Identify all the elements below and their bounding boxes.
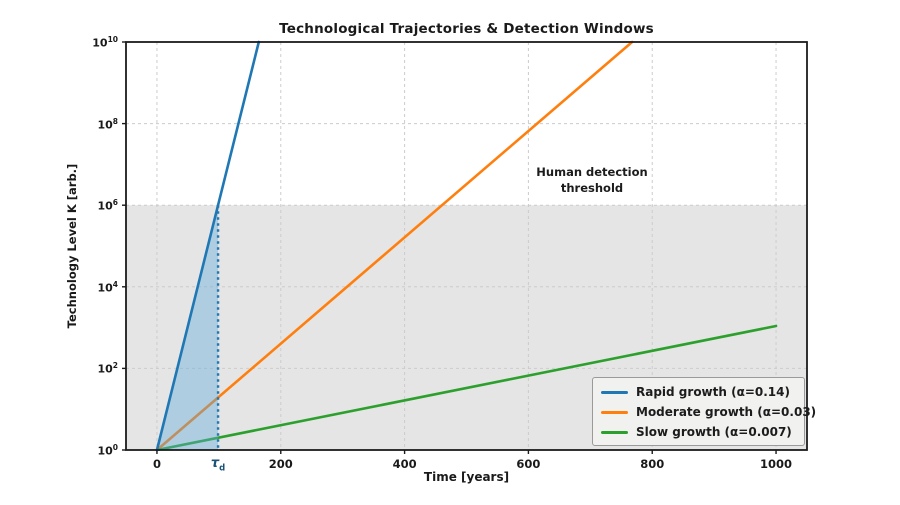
series-line-rapid-growth <box>155 40 261 452</box>
tau-d-tick-label: τd <box>210 456 226 474</box>
legend-line-swatch <box>601 390 628 394</box>
plot-frame <box>125 41 808 451</box>
y-tick-label: 108 <box>97 116 118 132</box>
x-tick-label: 1000 <box>760 457 793 471</box>
x-axis-label: Time [years] <box>423 470 510 484</box>
y-axis-label: Technology Level K [arb.] <box>65 163 79 329</box>
legend: Rapid growth (α=0.14) Moderate growth (α=… <box>592 377 816 446</box>
x-tick-label: 600 <box>516 457 541 471</box>
y-tick-label: 104 <box>97 279 118 295</box>
series-line-moderate-growth <box>155 40 634 452</box>
legend-label: Moderate growth (α=0.03) <box>636 405 817 419</box>
y-tick-label: 102 <box>97 361 118 377</box>
legend-line-swatch <box>601 410 628 414</box>
x-tick-label: 0 <box>152 457 161 471</box>
threshold-annotation: Human detection threshold <box>536 165 648 195</box>
y-tick-label: 1010 <box>92 35 118 50</box>
legend-label: Rapid growth (α=0.14) <box>636 385 790 399</box>
x-tick-label: 200 <box>268 457 293 471</box>
legend-entry: Rapid growth (α=0.14) <box>601 383 796 401</box>
y-tick-label: 106 <box>97 198 118 213</box>
legend-entry: Slow growth (α=0.007) <box>601 423 796 441</box>
series-line-slow-growth <box>155 324 778 452</box>
x-tick-label: 800 <box>640 457 665 471</box>
legend-label: Slow growth (α=0.007) <box>636 425 792 439</box>
x-tick-label: 400 <box>392 457 417 471</box>
y-tick-label: 100 <box>97 443 118 458</box>
legend-entry: Moderate growth (α=0.03) <box>601 403 816 421</box>
chart-title: Technological Trajectories & Detection W… <box>279 21 654 37</box>
legend-line-swatch <box>601 430 628 434</box>
